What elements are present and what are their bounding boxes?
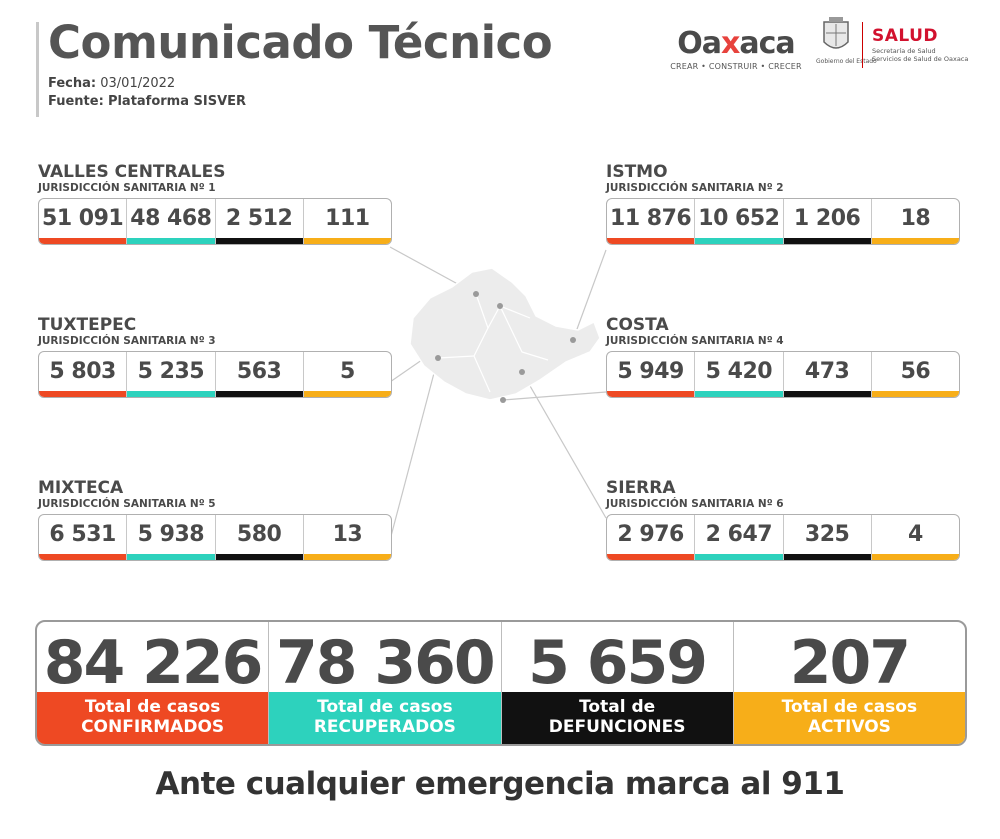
region-name: MIXTECA [38, 478, 124, 498]
state-silhouette [409, 267, 601, 401]
stat-confirmados: 51 091 [39, 199, 127, 244]
source-value: Plataforma SISVER [107, 94, 247, 109]
stat-defunciones: 563 [214, 352, 303, 397]
total-value: 207 [789, 628, 911, 698]
oaxaca-map [389, 246, 607, 541]
total-label: Total de DEFUNCIONES [501, 692, 733, 744]
stat-recuperados: 10 652 [694, 199, 783, 244]
region-stats: 6 531 5 938 580 13 [38, 514, 392, 561]
stat-confirmados: 5 803 [39, 352, 127, 397]
seal-icon [823, 17, 849, 49]
total-value: 78 360 [276, 628, 496, 698]
total-label: Total de casos RECUPERADOS [269, 692, 501, 744]
total-value: 5 659 [528, 628, 708, 698]
source-line: Fuente: Plataforma SISVER [48, 94, 246, 109]
total-defunciones: 5 659 Total de DEFUNCIONES [500, 622, 733, 744]
seal-caption: Gobierno del Estado [816, 58, 877, 65]
stat-recuperados: 48 468 [126, 199, 215, 244]
salud-subtitle: Secretaría de Salud Servicios de Salud d… [872, 47, 969, 63]
date-line: Fecha: 03/01/2022 [48, 76, 175, 91]
region-valles-centrales: VALLES CENTRALES JURISDICCIÓN SANITARIA … [38, 162, 392, 245]
region-stats: 5 803 5 235 563 5 [38, 351, 392, 398]
stat-recuperados: 5 938 [126, 515, 215, 560]
stat-defunciones: 1 206 [782, 199, 871, 244]
stat-activos: 18 [870, 199, 959, 244]
region-stats: 51 091 48 468 2 512 111 [38, 198, 392, 245]
date-label: Fecha: [48, 76, 97, 91]
region-jurisdiction: JURISDICCIÓN SANITARIA Nº 4 [606, 335, 784, 347]
stat-recuperados: 5 420 [694, 352, 783, 397]
stat-activos: 56 [870, 352, 959, 397]
stat-confirmados: 5 949 [607, 352, 695, 397]
region-borders [437, 293, 549, 393]
region-name: COSTA [606, 315, 669, 335]
total-activos: 207 Total de casos ACTIVOS [732, 622, 965, 744]
total-label: Total de casos ACTIVOS [733, 692, 965, 744]
logo-divider [862, 22, 863, 68]
stat-confirmados: 2 976 [607, 515, 695, 560]
region-name: SIERRA [606, 478, 676, 498]
stat-activos: 5 [302, 352, 391, 397]
region-jurisdiction: JURISDICCIÓN SANITARIA Nº 3 [38, 335, 216, 347]
oaxaca-logo: Oaxaca CREAR • CONSTRUIR • CRECER [666, 28, 806, 72]
region-jurisdiction: JURISDICCIÓN SANITARIA Nº 2 [606, 182, 784, 194]
stat-defunciones: 580 [214, 515, 303, 560]
region-name: VALLES CENTRALES [38, 162, 226, 182]
stat-defunciones: 325 [782, 515, 871, 560]
stat-defunciones: 2 512 [214, 199, 303, 244]
region-istmo: ISTMO JURISDICCIÓN SANITARIA Nº 2 11 876… [606, 162, 960, 245]
date-value: 03/01/2022 [100, 76, 176, 91]
stat-recuperados: 2 647 [694, 515, 783, 560]
map-markers [435, 291, 576, 403]
salud-logo: SALUD Secretaría de Salud Servicios de S… [872, 26, 982, 63]
region-name: TUXTEPEC [38, 315, 137, 335]
total-recuperados: 78 360 Total de casos RECUPERADOS [268, 622, 501, 744]
page-title: Comunicado Técnico [48, 16, 553, 69]
stat-activos: 13 [302, 515, 391, 560]
total-value: 84 226 [43, 628, 264, 698]
region-jurisdiction: JURISDICCIÓN SANITARIA Nº 1 [38, 182, 216, 194]
stat-recuperados: 5 235 [126, 352, 215, 397]
emergency-footer: Ante cualquier emergencia marca al 911 [155, 766, 845, 802]
stat-confirmados: 11 876 [607, 199, 695, 244]
region-mixteca: MIXTECA JURISDICCIÓN SANITARIA Nº 5 6 53… [38, 478, 392, 561]
state-seal-logo: Gobierno del Estado [816, 16, 877, 65]
stat-defunciones: 473 [782, 352, 871, 397]
region-costa: COSTA JURISDICCIÓN SANITARIA Nº 4 5 949 … [606, 315, 960, 398]
region-jurisdiction: JURISDICCIÓN SANITARIA Nº 6 [606, 498, 784, 510]
total-label: Total de casos CONFIRMADOS [37, 692, 269, 744]
region-tuxtepec: TUXTEPEC JURISDICCIÓN SANITARIA Nº 3 5 8… [38, 315, 392, 398]
region-sierra: SIERRA JURISDICCIÓN SANITARIA Nº 6 2 976… [606, 478, 960, 561]
region-stats: 5 949 5 420 473 56 [606, 351, 960, 398]
stat-activos: 111 [302, 199, 391, 244]
source-label: Fuente: [48, 94, 104, 109]
stat-activos: 4 [870, 515, 959, 560]
region-jurisdiction: JURISDICCIÓN SANITARIA Nº 5 [38, 498, 216, 510]
region-stats: 2 976 2 647 325 4 [606, 514, 960, 561]
region-name: ISTMO [606, 162, 668, 182]
title-accent-bar [36, 22, 39, 117]
brand-tagline: CREAR • CONSTRUIR • CRECER [670, 62, 802, 71]
stat-confirmados: 6 531 [39, 515, 127, 560]
region-stats: 11 876 10 652 1 206 18 [606, 198, 960, 245]
salud-title: SALUD [872, 26, 939, 46]
total-confirmados: 84 226 Total de casos CONFIRMADOS [37, 622, 269, 744]
totals-panel: 84 226 Total de casos CONFIRMADOS 78 360 … [35, 620, 967, 746]
